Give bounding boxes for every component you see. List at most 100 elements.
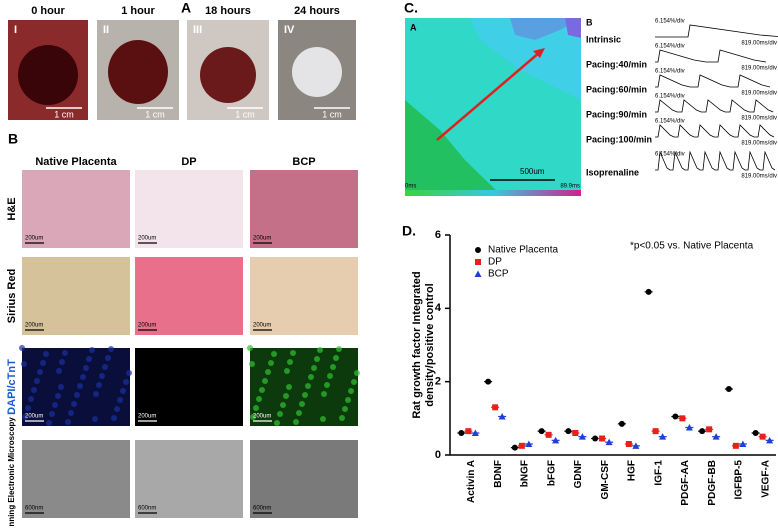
row-label: DAPI/cTnT — [6, 359, 18, 415]
trace-label: Isoprenaline — [586, 167, 639, 177]
texture — [259, 387, 265, 393]
amp-scale: 6.154%/div — [655, 44, 685, 50]
x-tick-label: IGFBP-5 — [734, 460, 745, 500]
trace — [655, 99, 774, 113]
map-start: 0ms — [405, 184, 416, 190]
texture — [327, 373, 333, 379]
micrograph — [135, 348, 243, 426]
panel-label: B — [8, 131, 18, 147]
x-tick-label: PDGF-BB — [707, 460, 718, 506]
texture — [74, 392, 80, 398]
texture — [120, 388, 126, 394]
trace — [655, 24, 778, 38]
scale-label: 1 cm — [54, 109, 74, 119]
trace-label: Intrinsic — [586, 34, 621, 44]
texture — [28, 396, 34, 402]
photo-numeral: II — [103, 24, 109, 36]
texture — [321, 391, 327, 397]
photo-title: 18 hours — [205, 5, 251, 17]
texture — [271, 351, 277, 357]
amp-scale: 6.154%/div — [655, 94, 685, 100]
legend-label: BCP — [488, 269, 509, 280]
texture — [89, 347, 95, 353]
scale-label: 1 cm — [235, 109, 255, 119]
texture — [296, 410, 302, 416]
amp-scale: 6.154%/div — [655, 19, 685, 25]
x-tick-label: bNGF — [520, 460, 531, 487]
texture — [284, 368, 290, 374]
texture — [117, 397, 123, 403]
texture — [342, 406, 348, 412]
texture — [62, 350, 68, 356]
texture — [277, 411, 283, 417]
texture — [37, 369, 43, 375]
texture — [21, 361, 27, 367]
x-tick-label: bFGF — [546, 460, 557, 486]
scale-label: 200um — [138, 323, 156, 329]
column-header: BCP — [292, 156, 315, 168]
panel-label: D. — [402, 223, 416, 239]
texture — [46, 420, 52, 426]
texture — [262, 378, 268, 384]
annotation: *p<0.05 vs. Native Placenta — [630, 241, 754, 252]
texture — [126, 370, 132, 376]
photo-numeral: I — [14, 24, 17, 36]
scale-label: 1 cm — [145, 109, 165, 119]
trace — [655, 124, 775, 138]
map-end: 89.9ms — [560, 184, 580, 190]
texture — [249, 361, 255, 367]
texture — [348, 388, 354, 394]
micrograph — [250, 348, 358, 426]
micrograph — [22, 440, 130, 518]
scale-label: 200um — [253, 323, 271, 329]
texture — [102, 364, 108, 370]
y-tick-label: 6 — [435, 229, 441, 241]
x-tick-label: HGF — [627, 460, 638, 481]
legend-label: DP — [488, 257, 502, 268]
texture — [345, 397, 351, 403]
time-scale: 819.00ms/div — [741, 141, 777, 147]
micrograph — [250, 170, 358, 248]
scale-label: 200um — [25, 323, 43, 329]
trace — [655, 74, 771, 88]
trace-label: Pacing:90/min — [586, 109, 647, 119]
texture — [92, 416, 98, 422]
texture — [320, 416, 326, 422]
texture — [268, 360, 274, 366]
y-axis-label: density/positive control — [424, 283, 436, 406]
column-header: Native Placenta — [35, 156, 117, 168]
legend-marker — [475, 259, 481, 265]
scale-label: 600nm — [138, 506, 156, 512]
row-label: Scanning Electronic Microscopy — [7, 417, 16, 526]
amp-scale: 6.154%/div — [655, 69, 685, 75]
texture — [256, 396, 262, 402]
texture — [19, 345, 25, 351]
texture — [96, 382, 102, 388]
x-tick-label: GDNF — [573, 460, 584, 488]
trace-label: Pacing:40/min — [586, 59, 647, 69]
micrograph — [135, 440, 243, 518]
scale-label: 600nm — [25, 506, 43, 512]
texture — [25, 405, 31, 411]
texture — [108, 346, 114, 352]
photo-title: 1 hour — [121, 5, 155, 17]
texture — [56, 368, 62, 374]
legend-label: Native Placenta — [488, 245, 558, 256]
panel-label: C. — [404, 0, 418, 16]
texture — [290, 350, 296, 356]
scale-label: 200um — [138, 236, 156, 242]
texture — [293, 419, 299, 425]
texture — [80, 374, 86, 380]
photo-title: 0 hour — [31, 5, 65, 17]
texture — [68, 410, 74, 416]
trace-label: Pacing:60/min — [586, 84, 647, 94]
trace — [655, 49, 767, 63]
texture — [311, 365, 317, 371]
map-label: A — [410, 22, 417, 32]
texture — [65, 419, 71, 425]
micrograph — [250, 257, 358, 335]
texture — [55, 393, 61, 399]
texture — [34, 378, 40, 384]
